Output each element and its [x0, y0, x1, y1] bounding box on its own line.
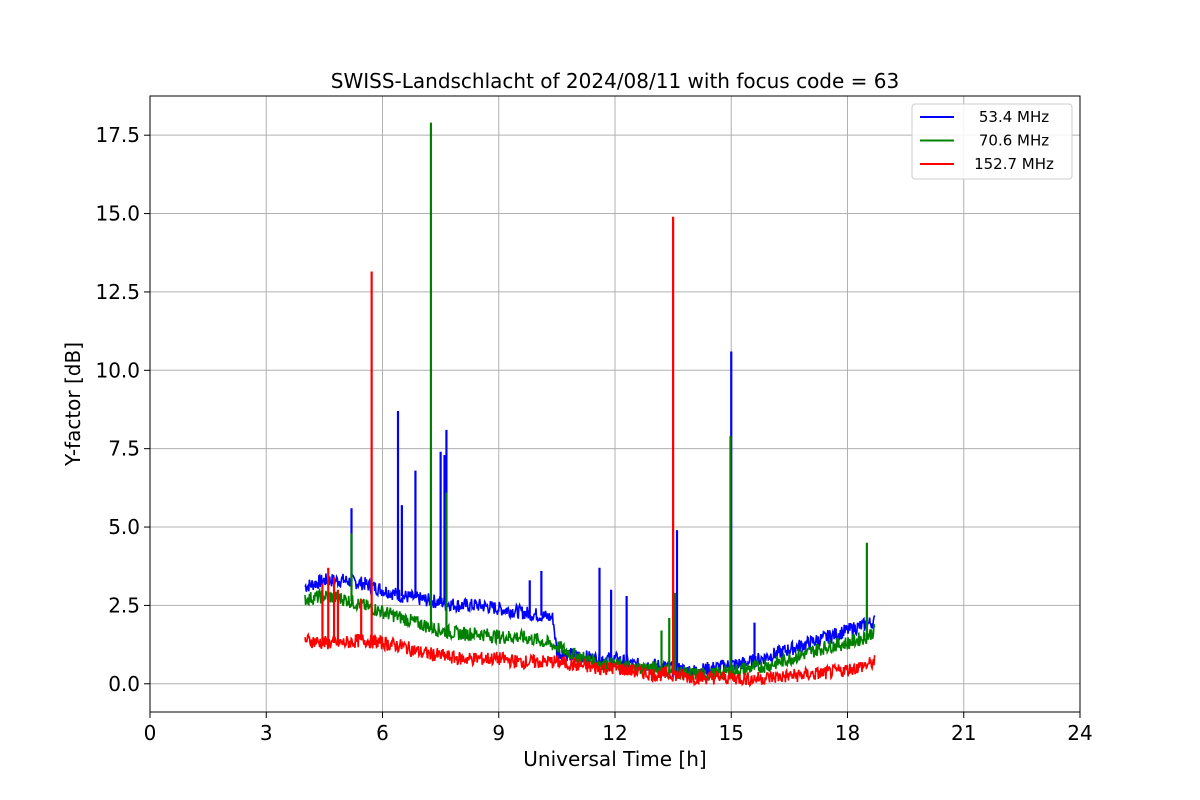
- y-axis-label: Y-factor [dB]: [61, 342, 85, 467]
- legend: 53.4 MHz 70.6 MHz 152.7 MHz: [911, 103, 1073, 180]
- grid: [149, 96, 1081, 712]
- ticks: 0 3 6 9 12 15 18 21 24 0.0 2.5 5.0 7.5 10.0 12.5 15.0 17…: [95, 123, 1092, 745]
- x-tick-label: 21: [951, 721, 976, 745]
- x-axis-label: Universal Time [h]: [523, 747, 706, 771]
- x-tick-label: 3: [260, 721, 273, 745]
- series-line: [304, 631, 876, 688]
- legend-label: 152.7 MHz: [974, 155, 1054, 173]
- x-tick-label: 6: [376, 721, 389, 745]
- y-tick-label: 15.0: [95, 202, 140, 226]
- series-line: [304, 587, 876, 682]
- x-tick-label: 9: [492, 721, 505, 745]
- y-tick-label: 10.0: [95, 358, 140, 382]
- x-tick-label: 12: [602, 721, 627, 745]
- y-tick-label: 0.0: [108, 672, 140, 696]
- series-2: [304, 122, 876, 682]
- chart-title: SWISS-Landschlacht of 2024/08/11 with fo…: [331, 69, 899, 93]
- legend-box: [911, 103, 1073, 180]
- y-tick-label: 7.5: [108, 437, 140, 461]
- x-tick-label: 0: [144, 721, 157, 745]
- y-tick-label: 2.5: [108, 593, 140, 617]
- series-1: [304, 351, 876, 679]
- x-tick-label: 18: [835, 721, 860, 745]
- series-3: [304, 216, 876, 688]
- legend-label: 53.4 MHz: [979, 108, 1049, 126]
- y-tick-label: 17.5: [95, 123, 140, 147]
- series-layer: [304, 122, 876, 688]
- y-tick-label: 12.5: [95, 280, 140, 304]
- x-tick-label: 24: [1067, 721, 1092, 745]
- y-tick-label: 5.0: [108, 515, 140, 539]
- legend-label: 70.6 MHz: [979, 132, 1049, 150]
- x-tick-label: 15: [719, 721, 744, 745]
